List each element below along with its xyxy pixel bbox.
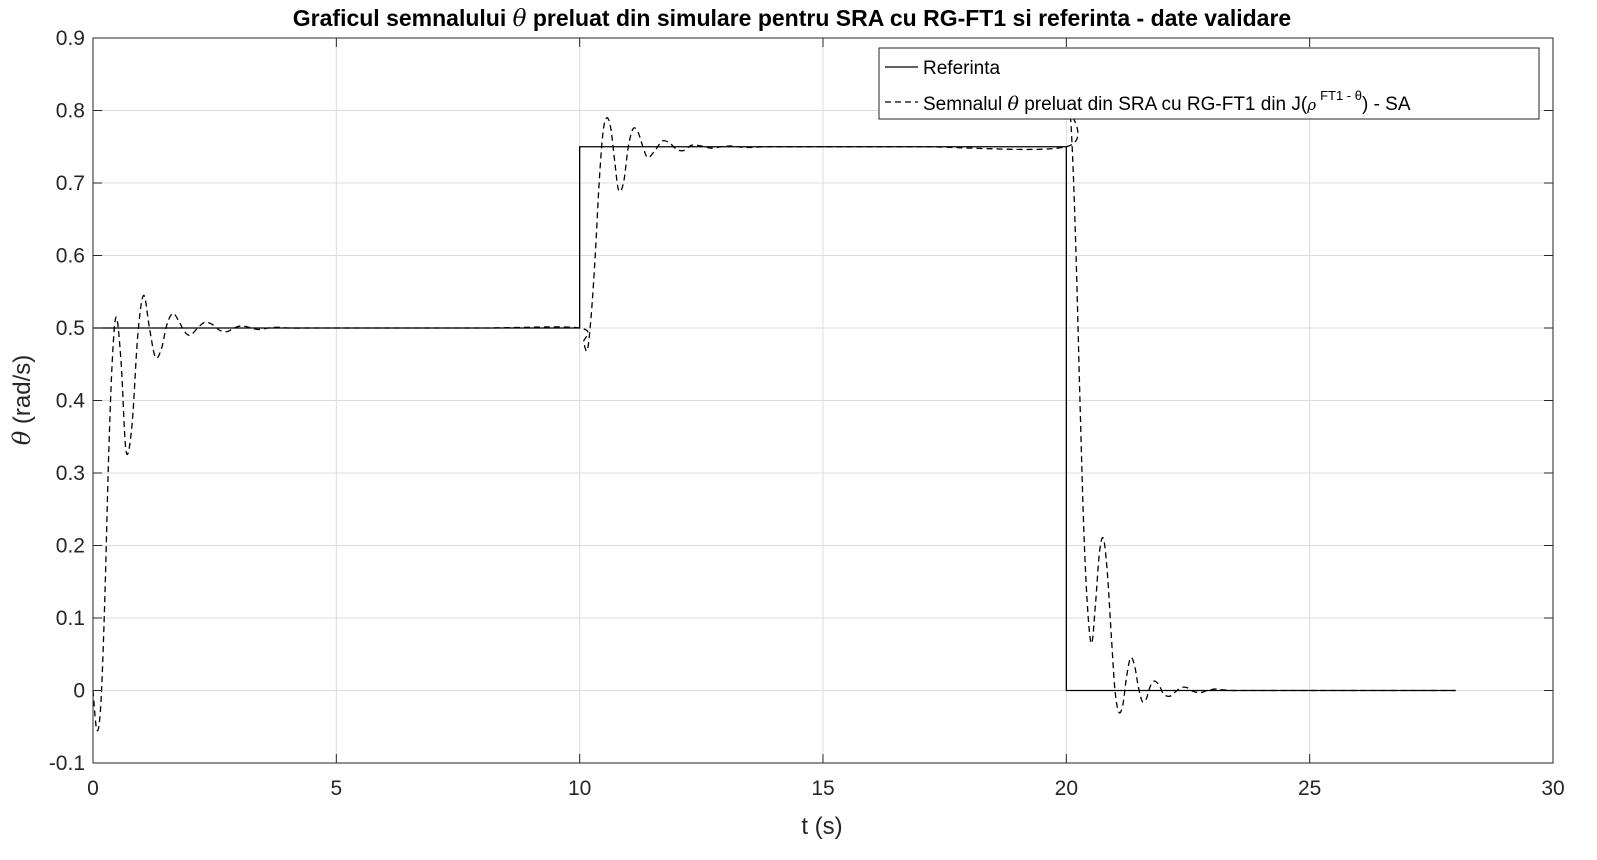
y-label-theta-symbol: θ — [8, 430, 36, 445]
title-text-after: preluat din simulare pentru SRA cu RG-FT… — [526, 5, 1291, 31]
legend-semnal-after: ) - SA — [1362, 94, 1411, 115]
x-tick-label: 25 — [1298, 777, 1321, 800]
series-line-1 — [92, 109, 1456, 732]
series-layer — [92, 109, 1456, 732]
y-tick-label: 0.6 — [56, 245, 85, 268]
y-axis-label: θ (rad/s) — [8, 355, 36, 445]
y-tick-label: 0.3 — [56, 462, 85, 485]
x-tick-label: 0 — [87, 777, 99, 800]
legend-box — [878, 47, 1540, 120]
legend-semnal-middle: preluat din SRA cu RG-FT1 din J( — [1019, 94, 1308, 115]
x-tick-label: 20 — [1055, 777, 1078, 800]
y-tick-label: -0.1 — [49, 752, 85, 775]
legend-semnal-theta: θ — [1008, 93, 1020, 115]
legend: Referinta Semnalul θ preluat din SRA cu … — [878, 47, 1540, 120]
x-tick-label: 15 — [811, 777, 834, 800]
axis-ticks: 0 5 10 15 20 25 30-0.100.10.20.30.40.50.60.70.… — [49, 27, 1565, 800]
x-tick-label: 10 — [568, 777, 591, 800]
legend-label-semnal: Semnalul θ preluat din SRA cu RG-FT1 din… — [923, 88, 1411, 115]
y-tick-label: 0 — [73, 680, 85, 703]
legend-semnal-rho: ρ — [1306, 96, 1316, 114]
title-theta-symbol: θ — [513, 6, 527, 32]
title-text-before: Graficul semnalului — [293, 5, 513, 31]
y-label-text: (rad/s) — [9, 355, 36, 431]
legend-label-referinta: Referinta — [923, 58, 1001, 79]
chart-title: Graficul semnalului θ preluat din simula… — [293, 5, 1291, 32]
x-tick-label: 5 — [330, 777, 342, 800]
x-axis-label: t (s) — [801, 813, 842, 840]
y-tick-label: 0.1 — [56, 607, 85, 630]
y-tick-label: 0.2 — [56, 535, 85, 558]
legend-semnal-superscript: FT1 - θ — [1320, 88, 1362, 103]
y-tick-label: 0.4 — [56, 390, 86, 413]
y-tick-label: 0.5 — [56, 317, 85, 340]
y-tick-label: 0.8 — [56, 100, 85, 123]
y-tick-label: 0.7 — [56, 172, 85, 195]
x-tick-label: 30 — [1541, 777, 1564, 800]
y-tick-label: 0.9 — [56, 27, 85, 50]
legend-semnal-before: Semnalul — [923, 94, 1008, 115]
